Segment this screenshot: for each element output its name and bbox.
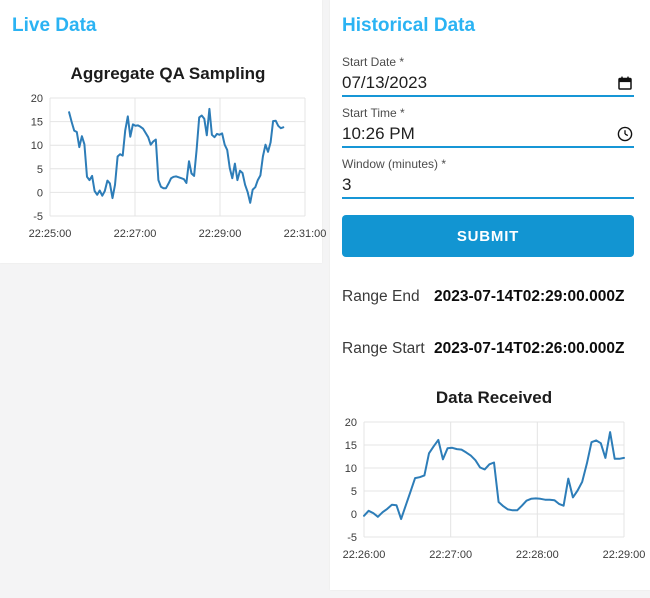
window-minutes-field: Window (minutes) * [342, 157, 634, 199]
svg-text:22:31:00: 22:31:00 [284, 228, 327, 240]
clock-icon[interactable] [616, 125, 634, 143]
start-date-input[interactable] [342, 71, 616, 95]
range-end-label: Range End [342, 288, 420, 305]
svg-text:22:27:00: 22:27:00 [114, 228, 157, 240]
svg-text:5: 5 [37, 164, 43, 176]
svg-text:22:28:00: 22:28:00 [516, 549, 559, 561]
svg-text:15: 15 [31, 117, 43, 129]
svg-text:5: 5 [351, 486, 357, 498]
svg-text:20: 20 [31, 93, 43, 105]
svg-text:15: 15 [345, 440, 357, 452]
live-data-heading: Live Data [12, 15, 97, 36]
svg-text:10: 10 [345, 463, 357, 475]
start-time-label: Start Time * [342, 106, 405, 120]
data-received-chart: -5 0 5 10 15 20 22:26:00 22:27:00 22:28:00 22:29:… [343, 417, 646, 561]
range-end-value: 2023-07-14T02:29:00.000Z [434, 288, 625, 305]
historical-data-heading: Historical Data [342, 15, 476, 36]
start-time-field: Start Time * [342, 106, 634, 148]
range-start-label: Range Start [342, 340, 425, 357]
svg-text:-5: -5 [33, 211, 43, 223]
window-minutes-input[interactable] [342, 173, 634, 197]
start-time-input[interactable] [342, 122, 616, 146]
live-chart-title: Aggregate QA Sampling [70, 64, 266, 83]
start-date-field: Start Date * [342, 55, 634, 97]
range-start-value: 2023-07-14T02:26:00.000Z [434, 340, 625, 357]
calendar-icon[interactable] [616, 74, 634, 92]
aggregate-qa-sampling-chart: -5 0 5 10 15 20 22:25:00 22:27:00 22:29:00 22:31:… [29, 93, 327, 240]
svg-text:22:27:00: 22:27:00 [429, 549, 472, 561]
submit-button[interactable]: SUBMIT [342, 215, 634, 257]
svg-text:10: 10 [31, 140, 43, 152]
svg-text:22:26:00: 22:26:00 [343, 549, 386, 561]
historical-query-form: Start Date * Start Time * [342, 55, 634, 257]
svg-text:22:29:00: 22:29:00 [199, 228, 242, 240]
svg-text:0: 0 [37, 187, 43, 199]
svg-text:20: 20 [345, 417, 357, 429]
historical-chart-title: Data Received [435, 388, 553, 407]
window-minutes-label: Window (minutes) * [342, 157, 447, 171]
live-data-panel: Live Data Aggregate QA Sampling -5 0 5 10 15… [0, 0, 326, 263]
range-start-row: Range Start 2023-07-14T02:26:00.000Z [342, 340, 634, 358]
historical-data-panel: Historical Data Start Date * Start Time … [330, 0, 650, 590]
range-end-row: Range End 2023-07-14T02:29:00.000Z [342, 288, 634, 306]
start-date-label: Start Date * [342, 55, 405, 69]
svg-text:22:25:00: 22:25:00 [29, 228, 72, 240]
svg-text:22:29:00: 22:29:00 [603, 549, 646, 561]
svg-text:0: 0 [351, 509, 357, 521]
svg-text:-5: -5 [347, 532, 357, 544]
